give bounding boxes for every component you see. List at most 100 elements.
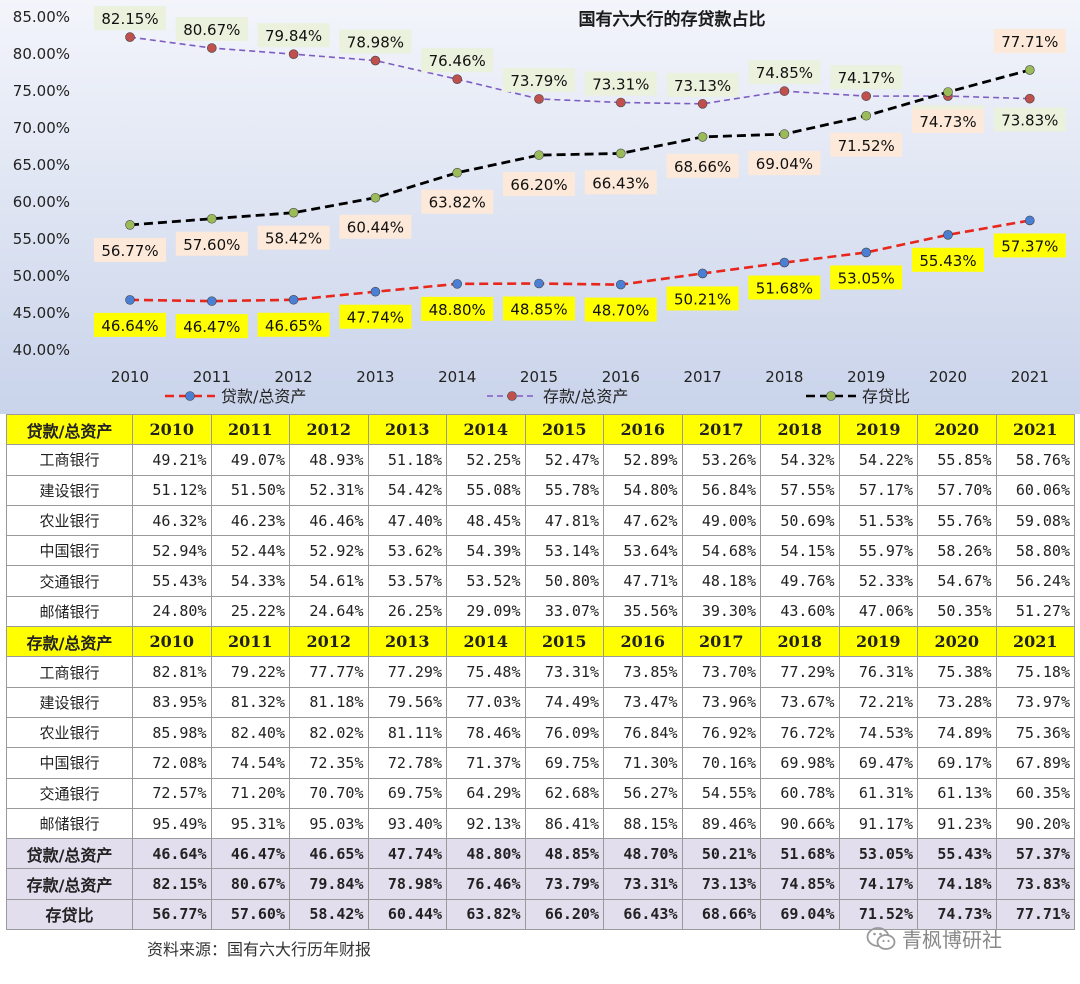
table-cell: 52.44% <box>210 535 290 567</box>
data-label: 53.05% <box>838 269 895 287</box>
table-cell: 57.55% <box>760 474 840 506</box>
table-cell: 73.67% <box>760 686 840 718</box>
legend-label: 贷款/总资产 <box>221 387 306 406</box>
row-label: 工商银行 <box>6 656 133 688</box>
table-cell: 33.07% <box>524 595 604 628</box>
table-cell: 72.78% <box>367 747 447 779</box>
data-point <box>943 87 953 97</box>
data-label-bg <box>339 304 412 329</box>
row-label: 存贷比 <box>6 898 133 931</box>
table-cell: 2020 <box>917 413 997 446</box>
table-cell: 76.46% <box>446 868 526 900</box>
row-label: 建设银行 <box>6 474 133 506</box>
table-cell: 58.26% <box>917 535 997 567</box>
table-cell: 79.56% <box>367 686 447 718</box>
data-label-bg <box>584 71 657 96</box>
data-label-bg <box>666 286 739 311</box>
table-cell: 72.35% <box>289 747 369 779</box>
table-cell: 46.23% <box>210 504 290 537</box>
table-cell: 80.67% <box>210 868 290 900</box>
data-label: 74.73% <box>919 113 976 131</box>
data-label: 82.15% <box>101 10 158 28</box>
table-cell: 73.31% <box>524 656 604 688</box>
table-cell: 2017 <box>681 413 761 446</box>
y-tick-label: 55.00% <box>13 230 70 248</box>
table-cell: 43.60% <box>760 595 840 628</box>
legend-marker <box>185 391 195 401</box>
data-label: 51.68% <box>756 280 813 298</box>
series-line <box>129 36 1030 105</box>
table-row: 建设银行 51.12% 51.50% 52.31% 54.42% 55.08% 55.78%… <box>6 474 1075 506</box>
table-cell: 73.97% <box>995 686 1075 718</box>
table-cell: 49.21% <box>132 444 212 476</box>
data-point <box>288 207 299 218</box>
table-cell: 51.53% <box>838 504 918 537</box>
data-point <box>125 295 135 305</box>
table-cell: 90.66% <box>760 807 840 840</box>
row-label: 农业银行 <box>6 504 133 537</box>
data-label-bg <box>94 237 166 262</box>
data-label-bg <box>666 72 739 97</box>
table-cell: 2013 <box>367 626 447 658</box>
x-tick-label: 2021 <box>1011 368 1049 386</box>
table-cell: 74.53% <box>838 716 918 749</box>
source-note: 资料来源：国有六大行历年财报 <box>147 940 372 959</box>
row-label: 邮储银行 <box>6 807 133 840</box>
table-cell: 92.13% <box>446 807 526 840</box>
table-cell: 47.06% <box>838 595 918 628</box>
data-label: 57.60% <box>183 236 240 254</box>
data-label: 46.65% <box>265 317 322 335</box>
data-point <box>615 279 626 290</box>
legend-marker <box>507 391 517 401</box>
table-row: 中国银行 52.94% 52.44% 52.92% 53.62% 54.39% 53.14%… <box>6 535 1075 567</box>
data-label: 66.43% <box>592 174 649 192</box>
table-cell: 2011 <box>210 413 290 446</box>
data-point <box>779 86 790 96</box>
table-cell: 73.79% <box>524 868 604 900</box>
table-cell: 73.83% <box>995 868 1075 900</box>
table-cell: 75.18% <box>995 656 1075 688</box>
data-point <box>1025 65 1035 75</box>
table-cell: 81.32% <box>210 686 290 718</box>
table-cell: 2015 <box>524 626 604 658</box>
table-cell: 53.26% <box>681 444 761 476</box>
table-cell: 55.76% <box>917 504 997 537</box>
data-label-bg <box>993 233 1066 258</box>
data-label: 73.79% <box>510 72 567 90</box>
data-point <box>534 278 544 289</box>
table-cell: 69.75% <box>524 747 604 779</box>
table-row: 存贷比 56.77% 57.60% 58.42% 60.44% 63.82% 66.20% 6… <box>6 898 1075 931</box>
data-label-bg <box>503 172 575 197</box>
chart-area: 国有六大行的存贷款占比 85.00% 80.00% 75.00% 70.00% 65.00… <box>0 0 1080 414</box>
table-cell: 73.96% <box>681 686 761 718</box>
table-cell: 60.06% <box>995 474 1075 506</box>
table-cell: 73.85% <box>603 656 683 688</box>
y-tick-label: 65.00% <box>13 156 70 174</box>
table-cell: 67.89% <box>995 747 1075 779</box>
table-cell: 58.76% <box>995 444 1075 476</box>
table-cell: 2019 <box>838 626 918 658</box>
data-label-bg <box>421 296 494 321</box>
legend-marker <box>826 391 836 401</box>
table-cell: 48.45% <box>446 504 526 537</box>
table-cell: 57.37% <box>995 838 1075 870</box>
data-label-bg <box>666 153 739 178</box>
table-cell: 91.23% <box>917 807 997 840</box>
data-label: 46.64% <box>101 317 158 335</box>
data-label-bg <box>748 151 821 176</box>
y-tick-label: 80.00% <box>13 45 70 63</box>
table-cell: 74.18% <box>917 868 997 900</box>
data-label: 55.43% <box>919 252 976 270</box>
x-tick-label: 2012 <box>275 368 313 386</box>
table-cell: 46.46% <box>289 504 369 537</box>
table-cell: 77.71% <box>995 898 1075 931</box>
table-cell: 2011 <box>210 626 290 658</box>
table-cell: 69.47% <box>838 747 918 779</box>
row-label: 贷款/总资产 <box>6 413 133 446</box>
table-cell: 76.31% <box>838 656 918 688</box>
table-row: 工商银行 82.81% 79.22% 77.77% 77.29% 75.48% 73.31%… <box>6 656 1075 688</box>
data-label-bg <box>830 132 903 157</box>
y-tick-label: 60.00% <box>13 193 70 211</box>
table-cell: 47.81% <box>524 504 604 537</box>
table-cell: 49.76% <box>760 565 840 597</box>
